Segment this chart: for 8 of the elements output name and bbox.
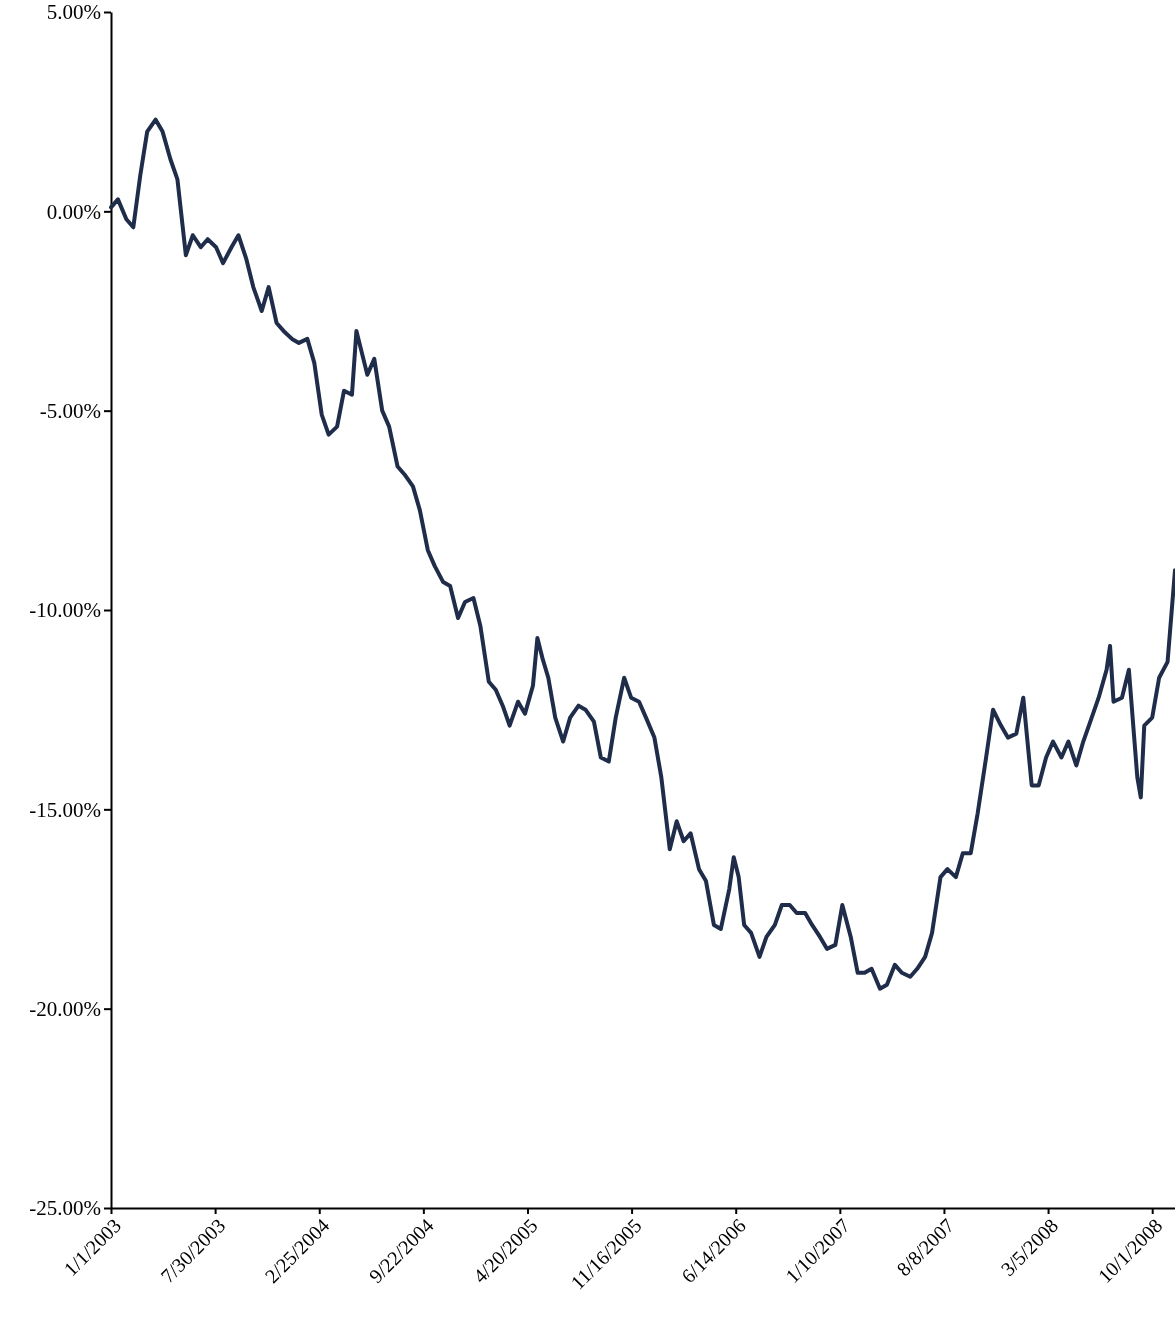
line-series [109, 117, 1175, 991]
y-tick-label: -10.00% [29, 598, 101, 623]
y-tick-label: -5.00% [39, 398, 101, 423]
y-tick-label: -15.00% [29, 797, 101, 822]
y-tick-label: -25.00% [29, 1196, 101, 1221]
y-tick-label: 5.00% [46, 0, 101, 25]
y-tick-label: 0.00% [46, 199, 101, 224]
y-tick-label: -20.00% [29, 996, 101, 1021]
